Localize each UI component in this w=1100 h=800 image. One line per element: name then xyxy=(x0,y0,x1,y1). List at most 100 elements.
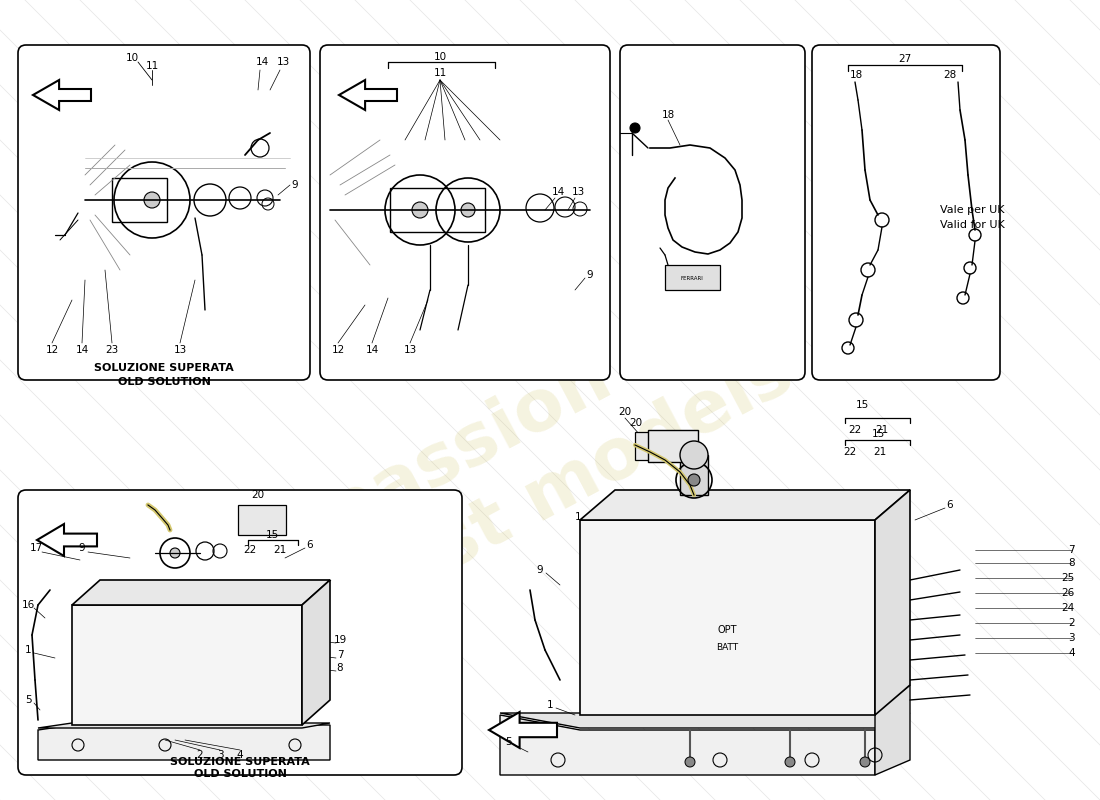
Text: 3: 3 xyxy=(217,750,223,760)
Text: 13: 13 xyxy=(276,57,289,67)
Circle shape xyxy=(461,203,475,217)
Polygon shape xyxy=(302,580,330,725)
Polygon shape xyxy=(874,685,910,775)
Circle shape xyxy=(170,548,180,558)
Text: 9: 9 xyxy=(537,565,543,575)
Text: passion for
past models: passion for past models xyxy=(296,268,804,632)
Text: 14: 14 xyxy=(255,57,268,67)
Text: OPT: OPT xyxy=(717,625,737,635)
Bar xyxy=(72,605,302,725)
Text: 13: 13 xyxy=(174,345,187,355)
Text: BATT: BATT xyxy=(716,643,738,653)
Polygon shape xyxy=(500,713,910,728)
Text: 8: 8 xyxy=(337,663,343,673)
Text: 18: 18 xyxy=(849,70,862,80)
Text: 4: 4 xyxy=(236,750,243,760)
Text: 1: 1 xyxy=(574,512,581,522)
Bar xyxy=(390,188,485,232)
Text: 24: 24 xyxy=(1062,603,1075,613)
Text: SOLUZIONE SUPERATA: SOLUZIONE SUPERATA xyxy=(95,363,234,373)
Polygon shape xyxy=(39,725,330,760)
Polygon shape xyxy=(874,490,910,715)
FancyBboxPatch shape xyxy=(320,45,610,380)
Text: 14: 14 xyxy=(76,345,89,355)
Text: OLD SOLUTION: OLD SOLUTION xyxy=(194,769,286,779)
Text: 21: 21 xyxy=(274,545,287,555)
Polygon shape xyxy=(339,80,397,110)
Text: OLD SOLUTION: OLD SOLUTION xyxy=(118,377,210,387)
Text: 14: 14 xyxy=(551,187,564,197)
Text: 2: 2 xyxy=(197,750,204,760)
Text: Valid for UK: Valid for UK xyxy=(940,220,1004,230)
Text: 7: 7 xyxy=(1068,545,1075,555)
Circle shape xyxy=(860,757,870,767)
Circle shape xyxy=(685,757,695,767)
Text: 10: 10 xyxy=(125,53,139,63)
Text: 25: 25 xyxy=(1062,573,1075,583)
Text: 6: 6 xyxy=(947,500,954,510)
Text: 9: 9 xyxy=(292,180,298,190)
Text: 15: 15 xyxy=(856,400,869,410)
Text: 9: 9 xyxy=(586,270,593,280)
Text: 13: 13 xyxy=(571,187,584,197)
Text: 10: 10 xyxy=(433,52,447,62)
Text: 22: 22 xyxy=(243,545,256,555)
FancyBboxPatch shape xyxy=(812,45,1000,380)
Text: 11: 11 xyxy=(145,61,158,71)
FancyBboxPatch shape xyxy=(18,45,310,380)
Text: 5: 5 xyxy=(24,695,31,705)
Text: 20: 20 xyxy=(618,407,631,417)
Text: 3: 3 xyxy=(1068,633,1075,643)
Text: 4: 4 xyxy=(1068,648,1075,658)
Text: 26: 26 xyxy=(1062,588,1075,598)
Circle shape xyxy=(630,123,640,133)
Text: 12: 12 xyxy=(45,345,58,355)
Text: 21: 21 xyxy=(876,425,889,435)
Polygon shape xyxy=(39,723,330,728)
Bar xyxy=(648,430,698,462)
Bar xyxy=(635,432,676,460)
Polygon shape xyxy=(33,80,91,110)
Text: 20: 20 xyxy=(629,418,642,428)
Bar xyxy=(666,265,720,290)
Circle shape xyxy=(680,441,708,469)
Text: 14: 14 xyxy=(365,345,378,355)
Text: FERRARI: FERRARI xyxy=(681,275,703,281)
Text: 22: 22 xyxy=(844,447,857,457)
Text: 6: 6 xyxy=(307,540,314,550)
FancyBboxPatch shape xyxy=(18,490,462,775)
Polygon shape xyxy=(490,712,557,748)
Text: 11: 11 xyxy=(433,68,447,78)
Text: 13: 13 xyxy=(404,345,417,355)
Text: 5: 5 xyxy=(505,737,512,747)
Text: 9: 9 xyxy=(79,543,86,553)
Text: 20: 20 xyxy=(252,490,265,500)
Text: 22: 22 xyxy=(848,425,861,435)
Text: SOLUZIONE SUPERATA: SOLUZIONE SUPERATA xyxy=(170,757,310,767)
Circle shape xyxy=(785,757,795,767)
Polygon shape xyxy=(72,580,330,605)
Polygon shape xyxy=(500,715,874,775)
Text: 23: 23 xyxy=(106,345,119,355)
Text: Vale per UK: Vale per UK xyxy=(940,205,1004,215)
Text: 18: 18 xyxy=(661,110,674,120)
Bar xyxy=(680,455,708,495)
Bar xyxy=(580,520,874,715)
Bar xyxy=(238,505,286,535)
Circle shape xyxy=(688,474,700,486)
Text: 21: 21 xyxy=(873,447,887,457)
Circle shape xyxy=(144,192,159,208)
Bar xyxy=(112,178,167,222)
Text: 28: 28 xyxy=(944,70,957,80)
Text: 12: 12 xyxy=(331,345,344,355)
Text: 19: 19 xyxy=(333,635,346,645)
Text: 2: 2 xyxy=(1068,618,1075,628)
Polygon shape xyxy=(580,490,910,520)
FancyBboxPatch shape xyxy=(620,45,805,380)
Text: 1: 1 xyxy=(547,700,553,710)
Text: 15: 15 xyxy=(265,530,278,540)
Text: 8: 8 xyxy=(1068,558,1075,568)
Text: 7: 7 xyxy=(337,650,343,660)
Circle shape xyxy=(412,202,428,218)
Text: 1: 1 xyxy=(24,645,31,655)
